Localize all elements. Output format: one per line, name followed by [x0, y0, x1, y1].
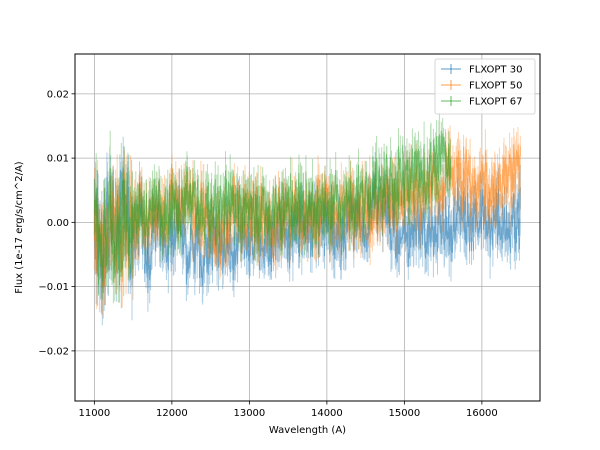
series-2-line: [93, 137, 521, 289]
x-tick-label: 16000: [466, 408, 498, 419]
x-tick-label: 11000: [78, 408, 110, 419]
series-3: [93, 112, 452, 304]
x-axis-label: Wavelength (A): [269, 425, 346, 436]
x-tick-label: 15000: [388, 408, 420, 419]
y-tick-label: 0.01: [47, 154, 69, 165]
legend-item: FLXOPT 30: [441, 64, 522, 76]
legend-label: FLXOPT 30: [469, 65, 522, 76]
y-tick-label: −0.02: [38, 346, 69, 357]
legend-label: FLXOPT 67: [469, 97, 522, 108]
legend-box: [434, 58, 536, 115]
axes-frame: [74, 53, 541, 402]
legend-label: FLXOPT 50: [469, 81, 522, 92]
legend: FLXOPT 30 FLXOPT 50 FLXOPT 67: [434, 58, 536, 115]
series-layer: [93, 112, 521, 326]
x-tick-label: 13000: [233, 408, 265, 419]
x-axis-ticks: 11000 12000 13000 14000 15000 16000: [78, 401, 498, 419]
y-tick-label: 0.00: [47, 218, 69, 229]
x-tick-label: 12000: [156, 408, 188, 419]
y-tick-label: 0.02: [47, 89, 69, 100]
legend-item: FLXOPT 67: [441, 96, 522, 108]
series-3-line: [93, 130, 452, 286]
y-axis-label: Flux (1e-17 erg/s/cm^2/A): [14, 161, 25, 293]
legend-item: FLXOPT 50: [441, 80, 522, 92]
y-axis-ticks: −0.02 −0.01 0.00 0.01 0.02: [38, 89, 75, 357]
x-tick-label: 14000: [311, 408, 343, 419]
y-tick-label: −0.01: [38, 282, 69, 293]
